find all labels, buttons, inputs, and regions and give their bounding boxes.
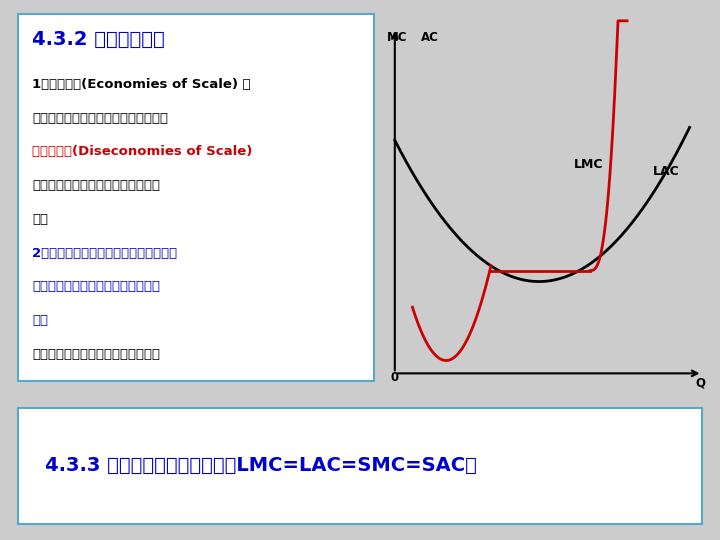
Text: MC: MC — [387, 31, 408, 44]
Text: LMC: LMC — [575, 158, 604, 171]
FancyBboxPatch shape — [18, 408, 702, 524]
Text: LAC: LAC — [653, 165, 680, 178]
Text: AC: AC — [420, 31, 438, 44]
Text: 是长期平均成本随产量的增加而减少。: 是长期平均成本随产量的增加而减少。 — [32, 112, 168, 125]
Text: 0: 0 — [391, 370, 399, 384]
Text: 规模不经济(Diseconomies of Scale): 规模不经济(Diseconomies of Scale) — [32, 145, 253, 158]
Text: 1、规模经济(Economies of Scale) 就: 1、规模经济(Economies of Scale) 就 — [32, 78, 251, 91]
Text: Q: Q — [696, 376, 706, 389]
Text: 升。: 升。 — [32, 314, 48, 327]
Text: 2、规模经济规律：长期平均成本随产量: 2、规模经济规律：长期平均成本随产量 — [32, 247, 177, 260]
Text: 4.3.2 规模经济规律: 4.3.2 规模经济规律 — [32, 30, 165, 49]
Text: 4.3.3 长期成本最小化均衡点：LMC=LAC=SMC=SAC。: 4.3.3 长期成本最小化均衡点：LMC=LAC=SMC=SAC。 — [45, 456, 477, 475]
Text: 加。: 加。 — [32, 213, 48, 226]
Text: 的增加先减、然后保持不变，最后上: 的增加先减、然后保持不变，最后上 — [32, 280, 161, 293]
Text: 就是长期平均成本随产量的增加而增: 就是长期平均成本随产量的增加而增 — [32, 179, 161, 192]
FancyBboxPatch shape — [18, 14, 374, 381]
Text: 注：这是由规模报酬规律所决定的。: 注：这是由规模报酬规律所决定的。 — [32, 348, 161, 361]
